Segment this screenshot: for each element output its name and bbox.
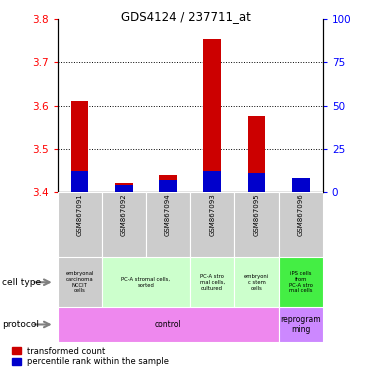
Text: protocol: protocol (2, 320, 39, 329)
Text: control: control (155, 320, 181, 329)
Bar (234, 192, 279, 257)
Text: reprogram
ming: reprogram ming (280, 315, 321, 334)
Text: GSM867094: GSM867094 (165, 193, 171, 236)
Text: PC-A stro
mal cells,
cultured: PC-A stro mal cells, cultured (200, 274, 225, 291)
Bar (279, 257, 323, 307)
Text: GSM867095: GSM867095 (253, 193, 259, 236)
Bar (58, 192, 102, 257)
Bar (71, 101, 88, 192)
Text: GDS4124 / 237711_at: GDS4124 / 237711_at (121, 10, 250, 23)
Text: GSM867091: GSM867091 (76, 193, 83, 236)
Bar (234, 257, 279, 307)
Bar (159, 180, 177, 192)
Bar (247, 173, 265, 192)
Bar (146, 192, 190, 257)
Bar (190, 192, 234, 257)
Bar (247, 116, 265, 192)
Bar (102, 257, 190, 307)
Text: iPS cells
from
PC-A stro
mal cells: iPS cells from PC-A stro mal cells (289, 271, 313, 293)
Legend: transformed count, percentile rank within the sample: transformed count, percentile rank withi… (12, 346, 170, 367)
Bar (292, 178, 309, 192)
Bar (279, 307, 323, 342)
Text: PC-A stromal cells,
sorted: PC-A stromal cells, sorted (121, 277, 170, 288)
Bar (102, 192, 146, 257)
Bar (58, 257, 102, 307)
Text: GSM867093: GSM867093 (209, 193, 215, 236)
Bar (71, 171, 88, 192)
Text: GSM867092: GSM867092 (121, 193, 127, 236)
Bar (203, 39, 221, 192)
Bar (203, 171, 221, 192)
Bar (292, 188, 309, 192)
Bar (159, 175, 177, 192)
Bar (115, 184, 133, 192)
Text: embryoni
c stem
cells: embryoni c stem cells (244, 274, 269, 291)
Bar (58, 307, 279, 342)
Bar (115, 185, 133, 192)
Text: embryonal
carcinoma
NCCIT
cells: embryonal carcinoma NCCIT cells (65, 271, 94, 293)
Bar (190, 257, 234, 307)
Text: GSM867096: GSM867096 (298, 193, 304, 236)
Text: cell type: cell type (2, 278, 41, 287)
Bar (279, 192, 323, 257)
